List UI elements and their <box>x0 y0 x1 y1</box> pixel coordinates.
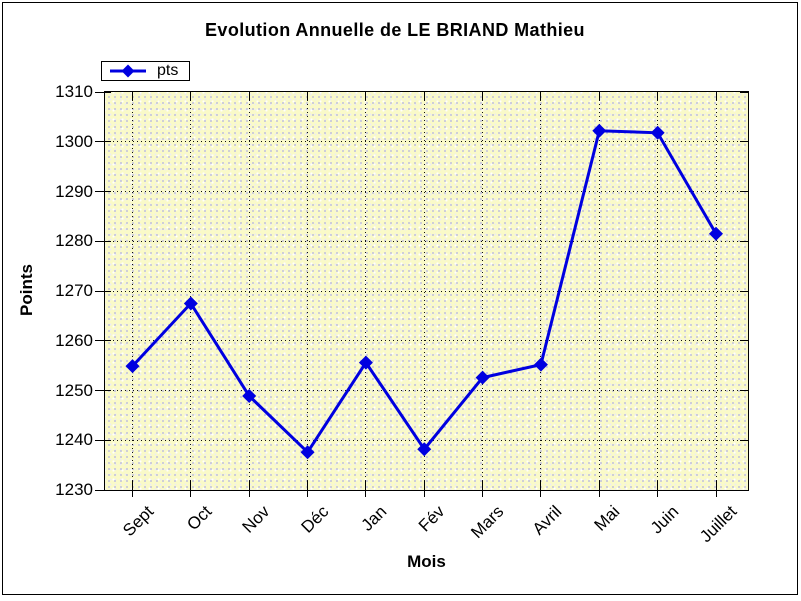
y-axis-tick-right <box>740 141 748 143</box>
x-axis-tick-bottom <box>248 481 250 497</box>
y-axis-tick-left <box>95 240 111 242</box>
x-axis-tick-top <box>307 92 309 100</box>
data-point-marker <box>125 359 140 374</box>
y-axis-tick-right <box>740 489 748 491</box>
v-gridline <box>423 92 425 490</box>
data-point-marker <box>417 442 432 457</box>
y-axis-tick-left <box>95 91 111 93</box>
v-gridline <box>657 92 659 490</box>
x-axis-tick-bottom <box>482 481 484 497</box>
data-point-marker <box>242 388 257 403</box>
x-axis-tick-bottom <box>365 481 367 497</box>
legend: pts <box>101 61 190 81</box>
x-axis-tick-top <box>715 92 717 100</box>
data-point-marker <box>650 125 665 140</box>
data-point-marker <box>300 445 315 460</box>
y-axis-tick-right <box>740 439 748 441</box>
legend-label: pts <box>157 62 179 79</box>
y-axis-tick-right <box>740 91 748 93</box>
y-tick-label: 1300 <box>55 131 93 151</box>
x-axis-tick-top <box>482 92 484 100</box>
x-axis-tick-bottom <box>715 481 717 497</box>
legend-diamond-marker-icon <box>110 64 146 78</box>
v-gridline <box>190 92 192 490</box>
data-point-marker <box>709 226 723 241</box>
x-axis-tick-bottom <box>540 481 542 497</box>
x-axis-tick-bottom <box>307 481 309 497</box>
x-axis-tick-bottom <box>132 481 133 497</box>
data-point-marker <box>475 370 490 385</box>
plot-area <box>95 91 749 497</box>
h-gridline <box>105 439 748 441</box>
x-axis-tick-top <box>248 92 250 100</box>
x-axis-tick-bottom <box>657 481 659 497</box>
h-gridline <box>105 390 748 391</box>
x-axis-tick-bottom <box>423 481 425 497</box>
x-axis-title: Mois <box>407 552 446 571</box>
y-axis-tick-right <box>740 191 748 192</box>
v-gridline <box>540 92 542 490</box>
x-axis-tick-bottom <box>598 481 600 497</box>
data-point-marker <box>533 357 548 372</box>
y-axis-tick-right <box>740 390 748 391</box>
y-axis-tick-left <box>95 489 111 491</box>
y-axis-tick-left <box>95 191 111 192</box>
h-gridline <box>105 290 748 292</box>
v-gridline <box>598 92 600 490</box>
x-axis-tick-top <box>598 92 600 100</box>
data-point-marker <box>183 296 198 311</box>
series-svg <box>125 123 723 460</box>
x-axis-tick-top <box>132 92 133 100</box>
y-tick-label: 1250 <box>55 380 93 400</box>
y-axis-tick-left <box>95 290 111 292</box>
y-axis-tick-right <box>740 240 748 242</box>
series-line <box>131 129 718 455</box>
y-tick-label: 1290 <box>55 181 93 201</box>
y-axis-tick-left <box>95 340 111 342</box>
x-axis-tick-top <box>540 92 542 100</box>
h-gridline <box>105 240 748 242</box>
y-tick-label: 1230 <box>55 480 93 499</box>
y-axis-tick-right <box>740 290 748 292</box>
y-tick-label: 1240 <box>55 430 93 450</box>
y-tick-label: 1310 <box>55 82 93 101</box>
v-gridline <box>132 92 133 490</box>
x-axis-tick-top <box>190 92 192 100</box>
h-gridline <box>105 340 748 342</box>
y-axis-tick-left <box>95 390 111 391</box>
x-axis-tick-top <box>365 92 367 100</box>
y-tick-label: 1260 <box>55 330 93 350</box>
y-axis-tick-right <box>740 340 748 342</box>
v-gridline <box>248 92 250 490</box>
chart-title: Evolution Annuelle de LE BRIAND Mathieu <box>205 20 585 40</box>
y-axis-tick-left <box>95 141 111 143</box>
v-gridline <box>365 92 367 490</box>
v-gridline <box>482 92 484 490</box>
x-axis-tick-top <box>423 92 425 100</box>
y-tick-label: 1270 <box>55 281 93 300</box>
x-axis-tick-top <box>657 92 659 100</box>
data-point-marker <box>358 355 373 370</box>
h-gridline <box>105 191 748 192</box>
data-point-marker <box>592 123 607 138</box>
v-gridline <box>715 92 717 490</box>
v-gridline <box>307 92 309 490</box>
h-gridline <box>105 141 748 143</box>
x-axis-tick-bottom <box>190 481 192 497</box>
y-axis-tick-left <box>95 439 111 441</box>
y-tick-label: 1280 <box>55 231 93 251</box>
